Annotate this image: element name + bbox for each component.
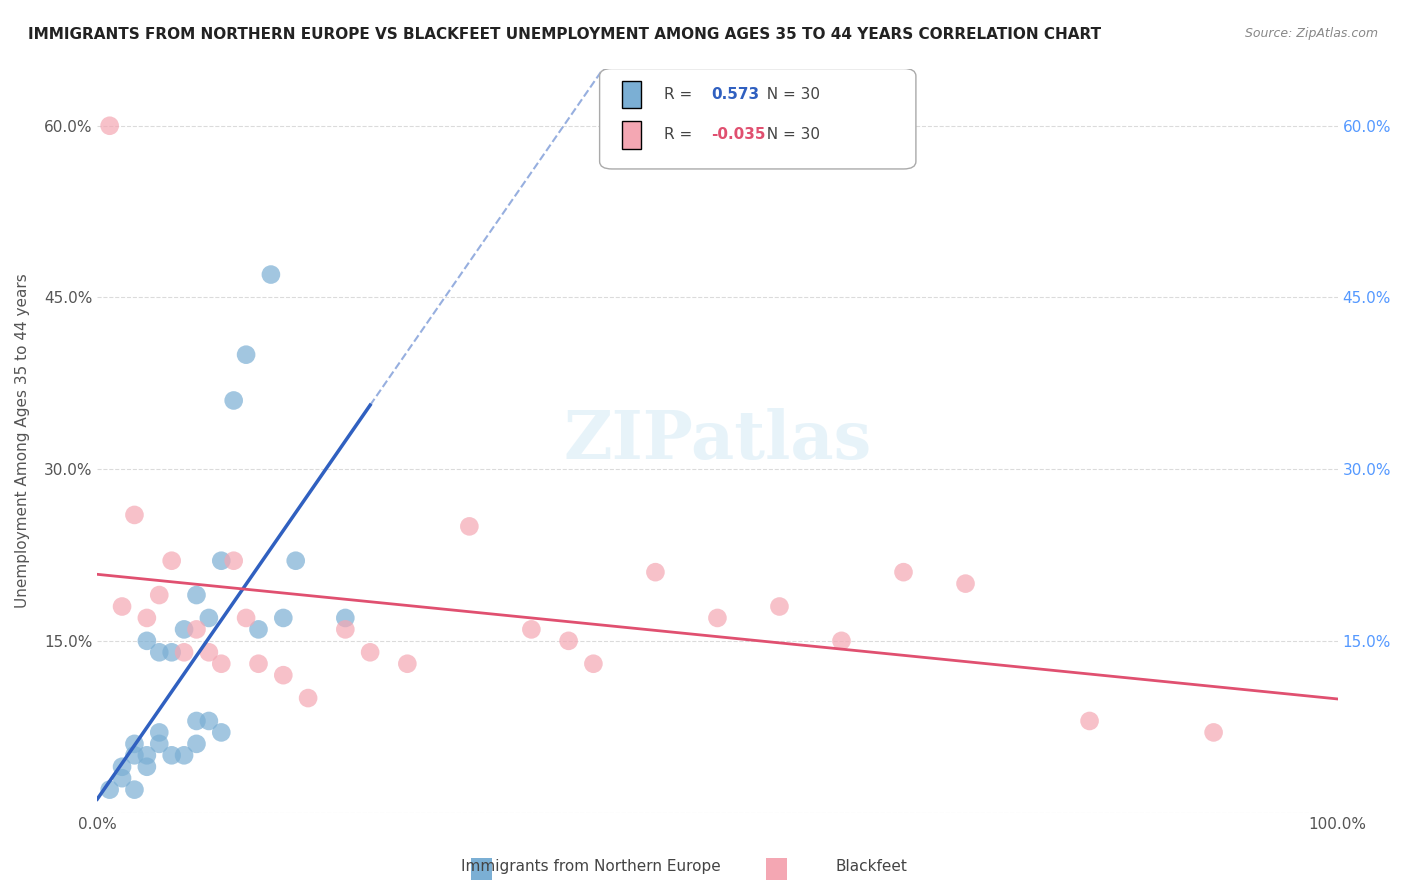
Point xyxy=(335,623,357,637)
Point xyxy=(124,737,146,751)
Point xyxy=(148,588,170,602)
Point xyxy=(557,633,579,648)
Point xyxy=(271,611,294,625)
Text: ZIPatlas: ZIPatlas xyxy=(564,408,872,473)
Point xyxy=(148,725,170,739)
Point xyxy=(222,393,245,408)
Point xyxy=(768,599,790,614)
Point xyxy=(706,611,728,625)
Point xyxy=(135,748,157,763)
Point xyxy=(124,782,146,797)
Text: Source: ZipAtlas.com: Source: ZipAtlas.com xyxy=(1244,27,1378,40)
Text: R =: R = xyxy=(664,128,697,143)
Point xyxy=(582,657,605,671)
Point xyxy=(173,748,195,763)
Y-axis label: Unemployment Among Ages 35 to 44 years: Unemployment Among Ages 35 to 44 years xyxy=(15,273,30,608)
Point xyxy=(135,611,157,625)
Point xyxy=(186,714,208,728)
Point xyxy=(98,119,121,133)
Point xyxy=(124,508,146,522)
Point xyxy=(186,623,208,637)
Point xyxy=(458,519,481,533)
Point xyxy=(335,611,357,625)
Point xyxy=(160,554,183,568)
Point xyxy=(111,599,134,614)
Point xyxy=(209,725,232,739)
Point xyxy=(124,748,146,763)
Point xyxy=(198,611,221,625)
Text: 0.573: 0.573 xyxy=(711,87,759,103)
Text: IMMIGRANTS FROM NORTHERN EUROPE VS BLACKFEET UNEMPLOYMENT AMONG AGES 35 TO 44 YE: IMMIGRANTS FROM NORTHERN EUROPE VS BLACK… xyxy=(28,27,1101,42)
Point xyxy=(396,657,419,671)
Point xyxy=(359,645,381,659)
Point xyxy=(135,633,157,648)
Point xyxy=(160,645,183,659)
Point xyxy=(173,623,195,637)
Point xyxy=(111,771,134,785)
Point xyxy=(198,645,221,659)
Point xyxy=(135,760,157,774)
Text: R =: R = xyxy=(664,87,697,103)
Point xyxy=(98,782,121,797)
Point xyxy=(186,737,208,751)
Point xyxy=(284,554,307,568)
Text: -0.035: -0.035 xyxy=(711,128,766,143)
Text: Immigrants from Northern Europe: Immigrants from Northern Europe xyxy=(461,859,720,874)
FancyBboxPatch shape xyxy=(621,121,641,149)
Point xyxy=(1202,725,1225,739)
Point xyxy=(893,565,915,579)
Point xyxy=(148,645,170,659)
Point xyxy=(644,565,666,579)
Text: N = 30: N = 30 xyxy=(758,128,820,143)
Point xyxy=(247,623,270,637)
Point xyxy=(186,588,208,602)
Point xyxy=(830,633,852,648)
Point xyxy=(271,668,294,682)
Point xyxy=(247,657,270,671)
FancyBboxPatch shape xyxy=(599,69,915,169)
Point xyxy=(222,554,245,568)
Point xyxy=(209,657,232,671)
Point xyxy=(209,554,232,568)
Point xyxy=(520,623,543,637)
Point xyxy=(297,691,319,706)
Point xyxy=(160,748,183,763)
Point xyxy=(148,737,170,751)
Text: N = 30: N = 30 xyxy=(758,87,820,103)
Point xyxy=(955,576,977,591)
Point xyxy=(235,348,257,362)
Point xyxy=(260,268,283,282)
Point xyxy=(1078,714,1101,728)
Point xyxy=(235,611,257,625)
Point xyxy=(173,645,195,659)
FancyBboxPatch shape xyxy=(621,81,641,109)
Text: Blackfeet: Blackfeet xyxy=(835,859,908,874)
Point xyxy=(198,714,221,728)
Point xyxy=(111,760,134,774)
